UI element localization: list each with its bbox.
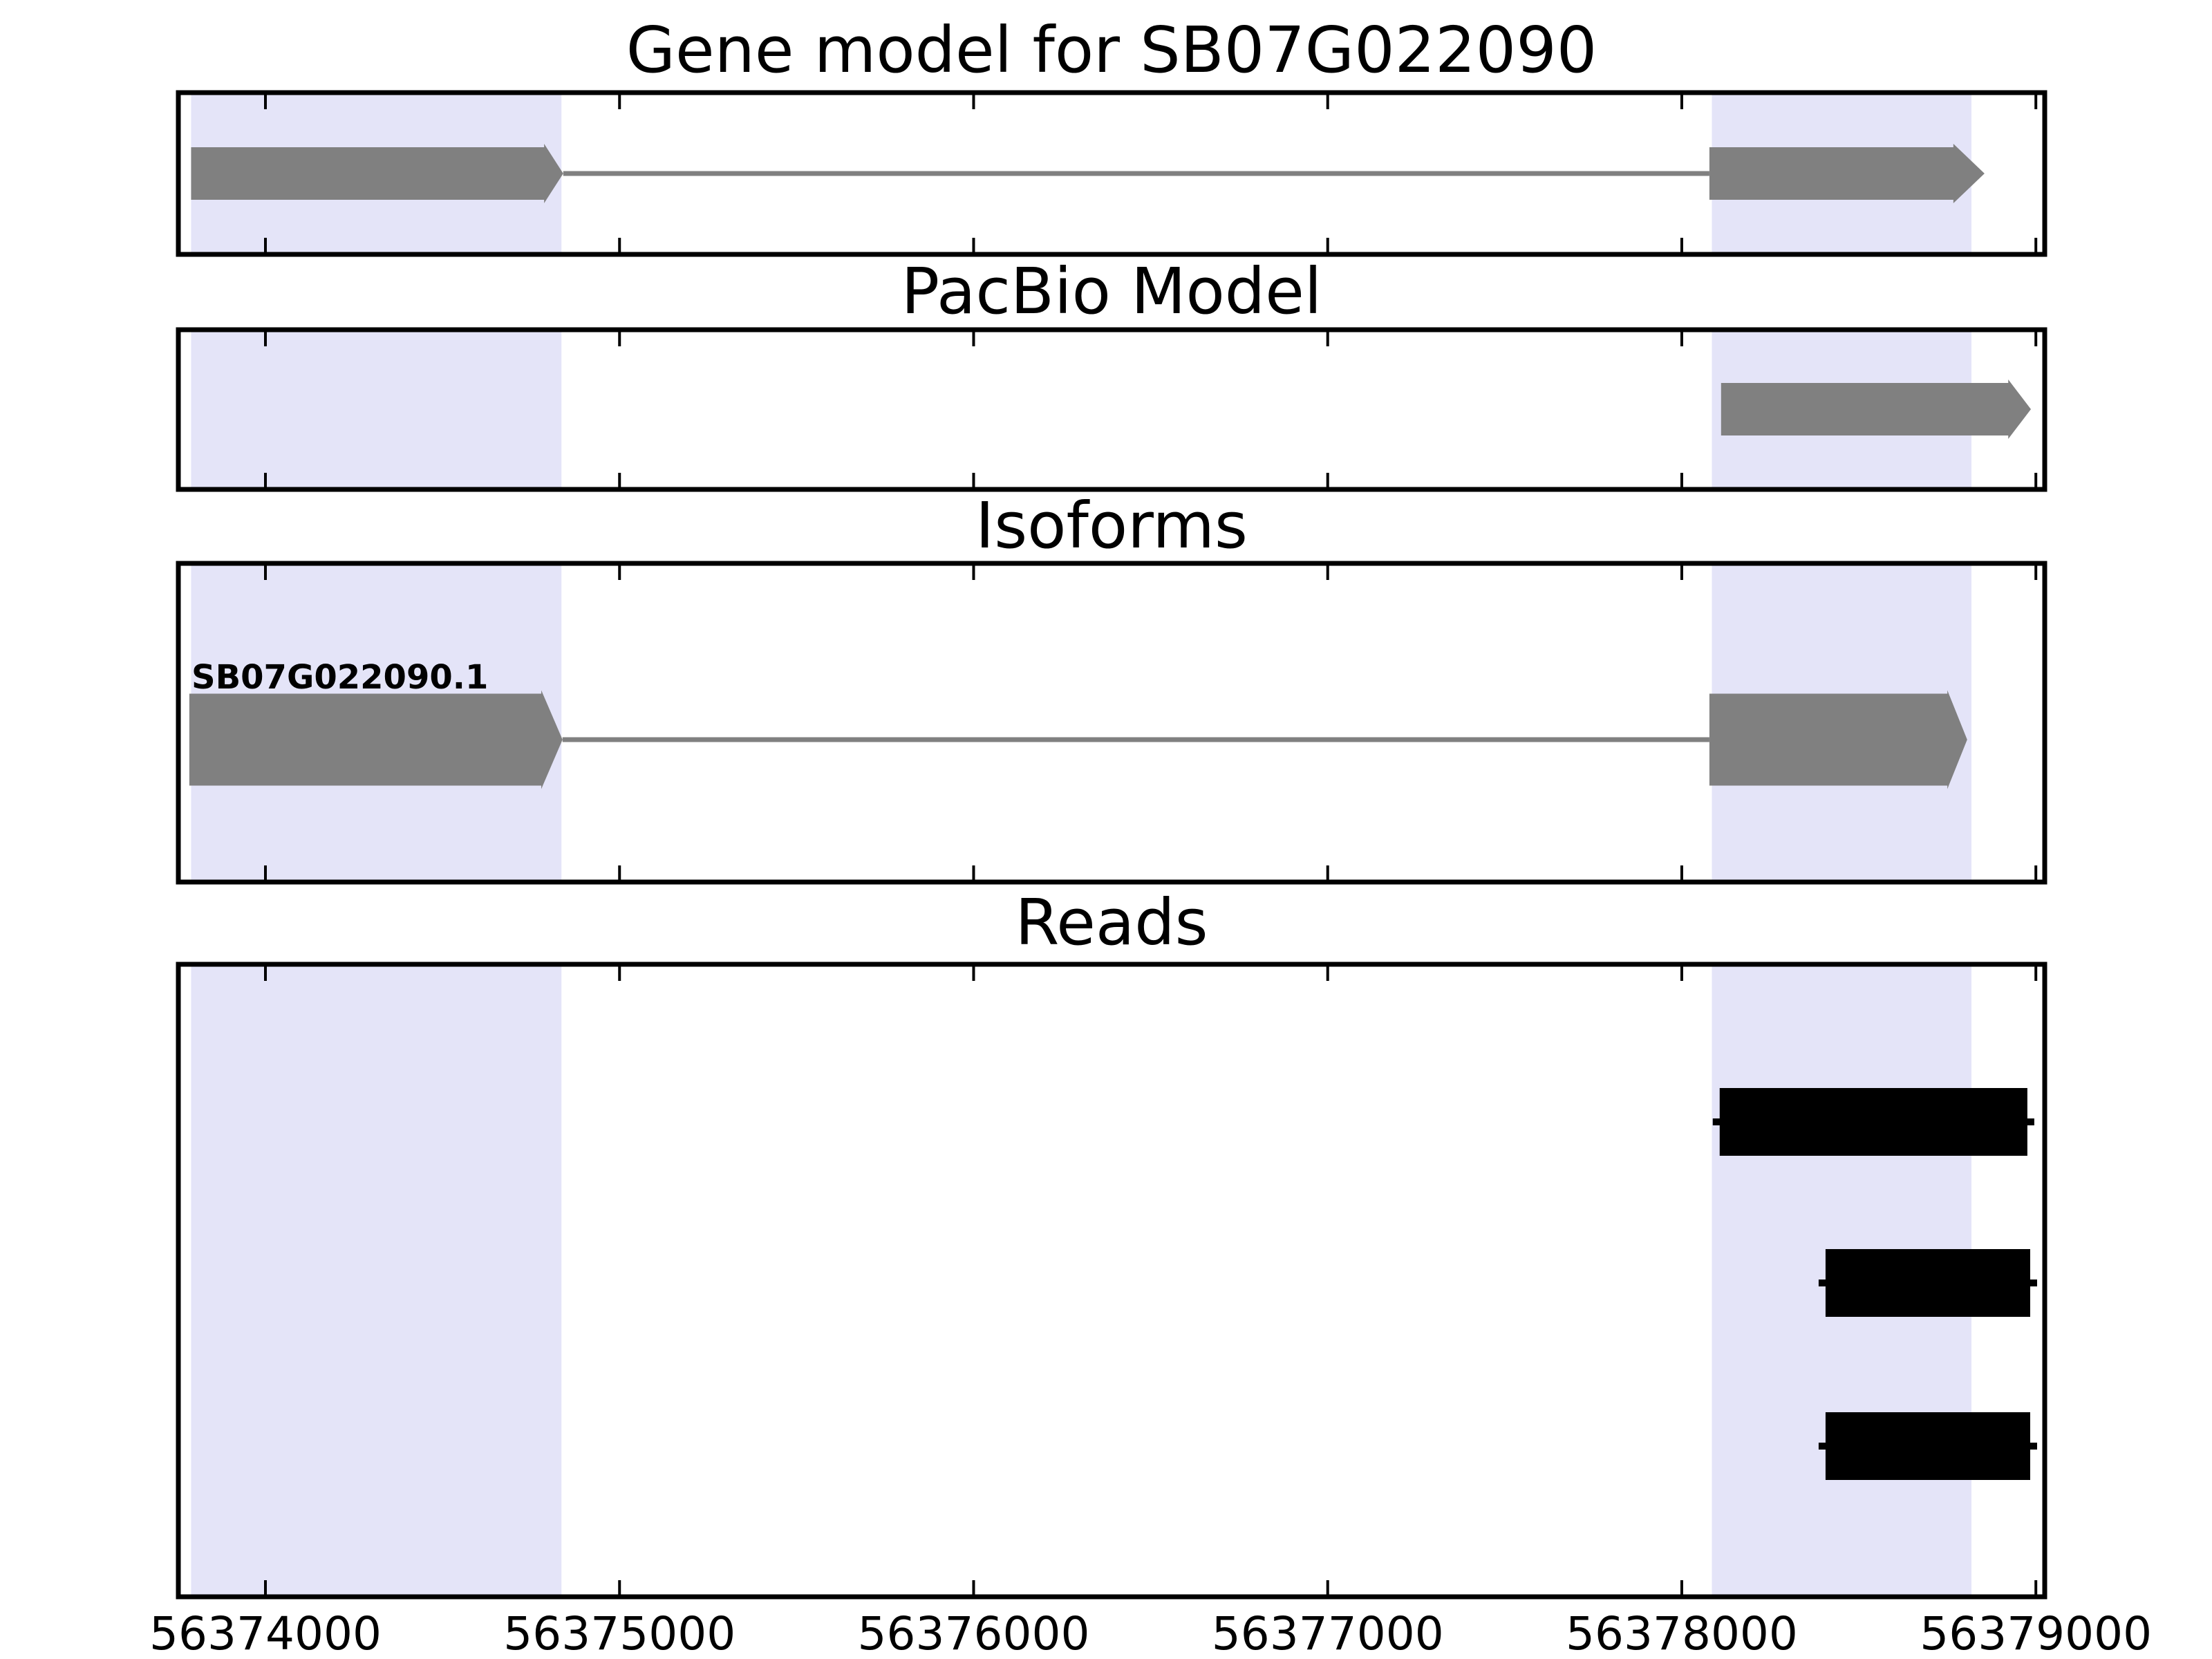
exon-arrow xyxy=(1709,690,1967,789)
panel-title-gene-model: Gene model for SB07G022090 xyxy=(626,13,1597,87)
tick-label: 56377000 xyxy=(1212,1607,1444,1659)
read-bar xyxy=(1825,1412,2030,1480)
panel-border xyxy=(176,90,2047,257)
read-bar xyxy=(1825,1249,2030,1317)
panel-border xyxy=(176,327,2047,492)
isoform-name-label: SB07G022090.1 xyxy=(191,658,489,697)
tick-label: 56376000 xyxy=(858,1607,1090,1659)
read-bar xyxy=(1719,1088,2027,1156)
panel-border xyxy=(176,962,2047,1600)
tick-label: 56378000 xyxy=(1566,1607,1798,1659)
tick-label: 56379000 xyxy=(1920,1607,2152,1659)
tick-label: 56374000 xyxy=(149,1607,382,1659)
exon-arrow xyxy=(1721,379,2032,439)
highlight-region xyxy=(191,964,562,1597)
panel-title-pacbio-model: PacBio Model xyxy=(901,254,1322,328)
exon-arrow xyxy=(191,144,563,203)
panel-title-isoforms: Isoforms xyxy=(975,489,1248,563)
panel-border xyxy=(176,561,2047,885)
exon-arrow xyxy=(1709,144,1985,203)
highlight-region xyxy=(191,330,562,489)
exon-arrow xyxy=(189,690,563,789)
tick-label: 56375000 xyxy=(503,1607,735,1659)
panel-title-reads: Reads xyxy=(1015,885,1208,959)
